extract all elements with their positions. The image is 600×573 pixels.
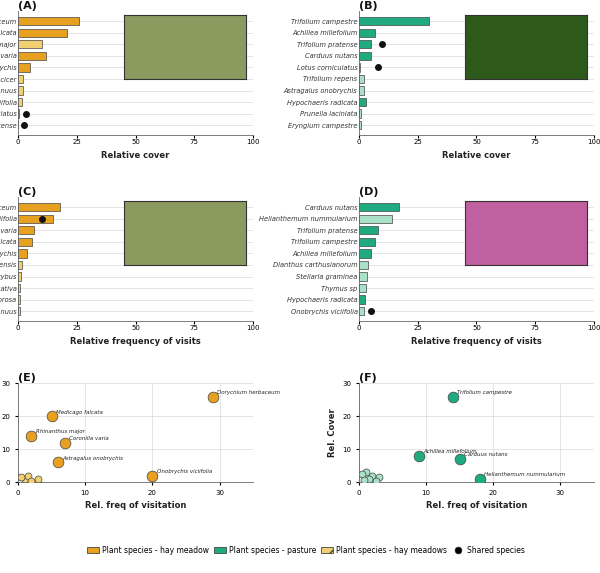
Bar (359, 121, 361, 129)
Text: (A): (A) (18, 1, 37, 11)
Point (374, 473, 384, 482)
Point (17, 473, 26, 482)
Bar (18, 98, 22, 106)
Bar (359, 284, 366, 292)
Bar (359, 249, 371, 258)
Point (455, 454, 464, 464)
Text: Trifolium campestre: Trifolium campestre (457, 390, 512, 395)
Text: Rhinanthus major: Rhinanthus major (35, 429, 85, 434)
Bar (359, 307, 364, 315)
Point (148, 471, 157, 480)
Bar (359, 238, 376, 246)
Point (361, 468, 370, 477)
Point (448, 392, 458, 401)
Bar (359, 261, 368, 269)
Bar (18, 249, 28, 258)
Text: Coronilla varia: Coronilla varia (69, 436, 109, 441)
X-axis label: Relative cover: Relative cover (442, 151, 511, 160)
Text: Medicago falcata: Medicago falcata (56, 410, 103, 415)
Point (368, 471, 377, 480)
Bar (359, 98, 366, 106)
Bar (18, 203, 61, 211)
Point (53, 458, 63, 467)
Point (208, 392, 218, 401)
Bar (18, 109, 19, 118)
Bar (18, 75, 23, 83)
Point (20, 474, 29, 484)
Bar (18, 40, 41, 49)
Text: (F): (F) (359, 372, 377, 383)
X-axis label: Rel. freq of visitation: Rel. freq of visitation (426, 501, 527, 511)
Point (26, 431, 36, 441)
Y-axis label: Rel. Cover: Rel. Cover (328, 409, 337, 457)
Bar (359, 29, 376, 37)
Bar (18, 284, 20, 292)
Point (47, 412, 56, 421)
Text: Onobrychis viciifolia: Onobrychis viciifolia (157, 469, 212, 474)
Bar (359, 226, 378, 234)
Text: (D): (D) (359, 187, 379, 197)
Bar (359, 203, 399, 211)
Bar (18, 29, 67, 37)
Bar (18, 261, 22, 269)
Bar (359, 296, 365, 304)
Point (34, 474, 43, 484)
Bar (18, 272, 21, 281)
Text: Carduus nutans: Carduus nutans (464, 453, 508, 457)
Point (23, 471, 33, 480)
Point (358, 469, 367, 478)
Point (475, 474, 485, 484)
Point (364, 474, 374, 484)
Bar (18, 226, 34, 234)
Text: (B): (B) (359, 1, 377, 11)
Point (415, 452, 424, 461)
Bar (18, 296, 20, 304)
Bar (18, 63, 30, 72)
Bar (18, 87, 23, 95)
X-axis label: Rel. freq of visitation: Rel. freq of visitation (85, 501, 186, 511)
Bar (18, 215, 53, 223)
Text: Astragalus onobrychis: Astragalus onobrychis (62, 456, 124, 461)
Point (60, 438, 70, 448)
Bar (18, 17, 79, 25)
Legend: Plant species - hay meadow, Plant species - pasture, Plant species - hay meadows: Plant species - hay meadow, Plant specie… (88, 545, 524, 555)
X-axis label: Relative frequency of visits: Relative frequency of visits (411, 337, 542, 346)
Bar (359, 75, 364, 83)
Bar (359, 87, 364, 95)
Point (26, 476, 36, 485)
Point (371, 476, 380, 485)
Bar (359, 109, 361, 118)
Point (359, 475, 369, 484)
Bar (18, 307, 20, 315)
X-axis label: Relative cover: Relative cover (101, 151, 170, 160)
Bar (359, 52, 371, 60)
Bar (359, 272, 367, 281)
Bar (359, 40, 371, 49)
X-axis label: Relative frequency of visits: Relative frequency of visits (70, 337, 201, 346)
Text: (E): (E) (18, 372, 36, 383)
Bar (18, 238, 32, 246)
Bar (359, 17, 430, 25)
Text: Dorycnium herbaceum: Dorycnium herbaceum (217, 390, 280, 395)
Bar (18, 52, 46, 60)
Bar (359, 215, 392, 223)
Text: (C): (C) (18, 187, 37, 197)
Text: Helianthemum nummularium: Helianthemum nummularium (484, 472, 565, 477)
Text: Achillea millefolium: Achillea millefolium (424, 449, 477, 454)
